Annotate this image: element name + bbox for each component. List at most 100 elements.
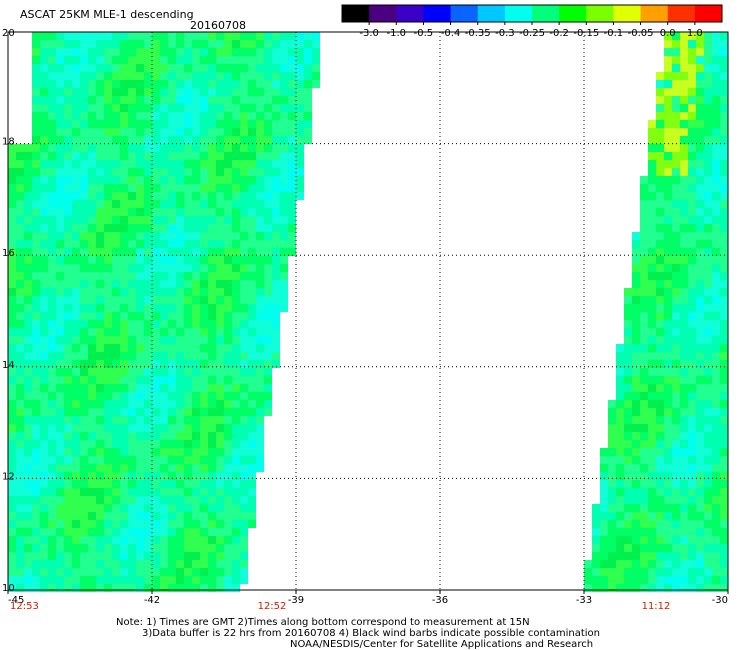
data-pixel [240, 568, 248, 576]
data-pixel [64, 240, 72, 248]
data-pixel [40, 64, 48, 72]
data-pixel [200, 80, 208, 88]
data-pixel [296, 96, 304, 104]
data-pixel [168, 176, 176, 184]
data-pixel [712, 216, 720, 224]
data-pixel [672, 456, 680, 464]
data-pixel [8, 296, 16, 304]
data-pixel [192, 208, 200, 216]
data-pixel [80, 496, 88, 504]
data-pixel [248, 152, 256, 160]
data-pixel [168, 256, 176, 264]
data-pixel [688, 96, 696, 104]
data-pixel [216, 400, 224, 408]
data-pixel [712, 296, 720, 304]
data-pixel [176, 336, 184, 344]
data-pixel [640, 328, 648, 336]
data-pixel [304, 112, 312, 120]
data-pixel [64, 192, 72, 200]
data-pixel [688, 272, 696, 280]
data-pixel [712, 264, 720, 272]
data-pixel [88, 488, 96, 496]
data-pixel [720, 440, 728, 448]
data-pixel [128, 312, 136, 320]
data-pixel [208, 256, 216, 264]
data-pixel [144, 112, 152, 120]
data-pixel [8, 184, 16, 192]
data-pixel [152, 512, 160, 520]
data-pixel [152, 232, 160, 240]
data-pixel [208, 304, 216, 312]
data-pixel [56, 112, 64, 120]
data-pixel [8, 216, 16, 224]
data-pixel [672, 128, 680, 136]
data-pixel [104, 376, 112, 384]
data-pixel [24, 440, 32, 448]
data-pixel [600, 544, 608, 552]
data-pixel [248, 104, 256, 112]
data-pixel [144, 448, 152, 456]
data-pixel [184, 56, 192, 64]
data-pixel [672, 448, 680, 456]
data-pixel [696, 144, 704, 152]
data-pixel [240, 552, 248, 560]
data-pixel [192, 144, 200, 152]
data-pixel [200, 176, 208, 184]
data-pixel [640, 360, 648, 368]
data-pixel [680, 328, 688, 336]
data-pixel [232, 560, 240, 568]
data-pixel [112, 496, 120, 504]
data-pixel [680, 568, 688, 576]
data-pixel [48, 32, 56, 40]
data-pixel [16, 536, 24, 544]
data-pixel [616, 424, 624, 432]
data-pixel [64, 248, 72, 256]
data-pixel [624, 520, 632, 528]
data-pixel [232, 312, 240, 320]
data-pixel [672, 216, 680, 224]
data-pixel [272, 72, 280, 80]
data-pixel [696, 528, 704, 536]
data-pixel [136, 544, 144, 552]
data-pixel [16, 232, 24, 240]
data-pixel [616, 448, 624, 456]
data-pixel [48, 472, 56, 480]
data-pixel [648, 584, 656, 592]
data-pixel [232, 200, 240, 208]
data-pixel [152, 456, 160, 464]
data-pixel [624, 336, 632, 344]
data-pixel [656, 496, 664, 504]
data-pixel [72, 160, 80, 168]
data-pixel [696, 112, 704, 120]
data-pixel [72, 240, 80, 248]
data-pixel [32, 56, 40, 64]
data-pixel [592, 552, 600, 560]
data-pixel [688, 248, 696, 256]
data-pixel [160, 544, 168, 552]
color-scale-label: -0.2 [549, 28, 569, 39]
data-pixel [712, 392, 720, 400]
data-pixel [88, 344, 96, 352]
data-pixel [24, 368, 32, 376]
data-pixel [64, 408, 72, 416]
data-pixel [256, 208, 264, 216]
data-pixel [56, 200, 64, 208]
color-scale-swatch [342, 5, 370, 22]
data-pixel [32, 416, 40, 424]
data-pixel [656, 232, 664, 240]
data-pixel [640, 488, 648, 496]
data-pixel [680, 32, 688, 40]
data-pixel [112, 256, 120, 264]
data-pixel [64, 224, 72, 232]
data-pixel [672, 384, 680, 392]
data-pixel [696, 584, 704, 592]
data-pixel [72, 80, 80, 88]
data-pixel [96, 536, 104, 544]
data-pixel [128, 424, 136, 432]
data-pixel [680, 152, 688, 160]
data-pixel [152, 360, 160, 368]
data-pixel [216, 552, 224, 560]
data-pixel [240, 528, 248, 536]
data-pixel [24, 288, 32, 296]
data-pixel [632, 536, 640, 544]
